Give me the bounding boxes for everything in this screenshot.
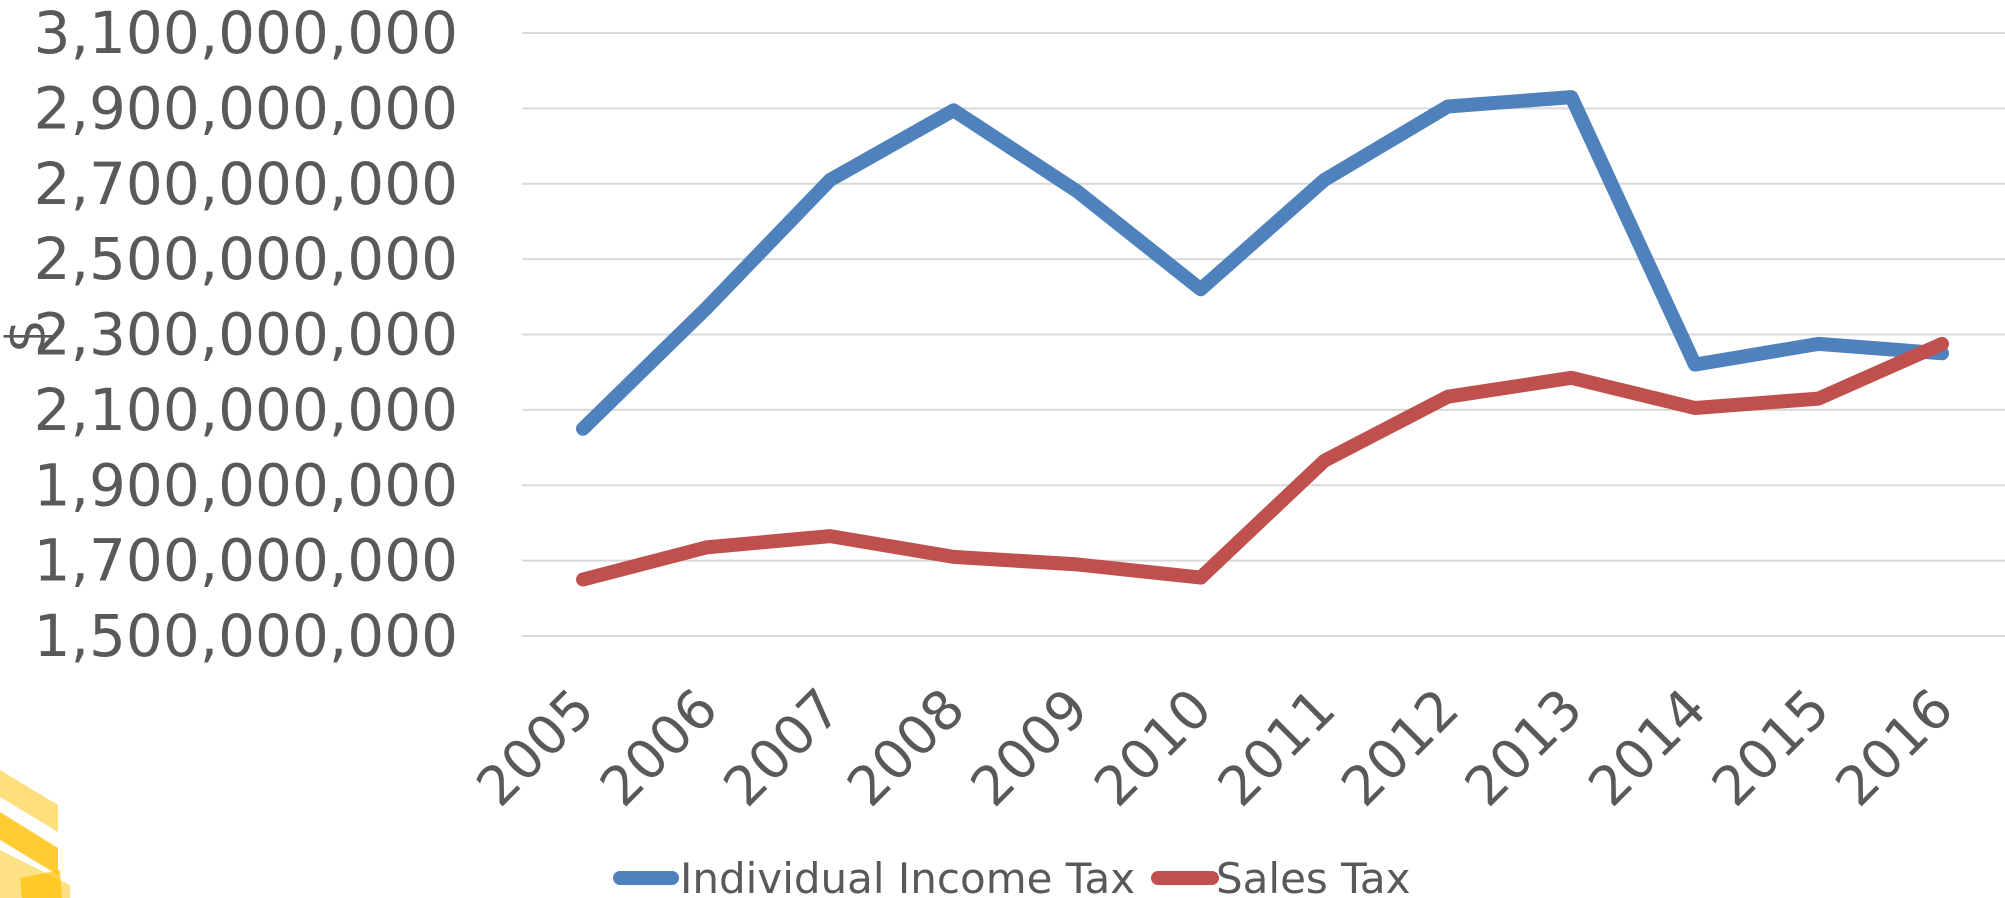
legend: Individual Income Tax Sales Tax <box>613 854 1410 898</box>
legend-label: Sales Tax <box>1216 854 1410 898</box>
x-tick-label: 2016 <box>1823 677 1965 819</box>
x-tick-label: 2007 <box>712 677 854 819</box>
y-tick-label: 3,100,000,000 <box>34 0 458 67</box>
y-tick-label: 2,100,000,000 <box>34 376 458 444</box>
x-tick-label: 2012 <box>1329 677 1471 819</box>
decorative-logo <box>0 770 70 898</box>
y-tick-label: 2,500,000,000 <box>34 225 458 293</box>
y-tick-label: 2,700,000,000 <box>34 150 458 218</box>
x-tick-label: 2009 <box>959 677 1101 819</box>
x-tick-label: 2013 <box>1453 677 1595 819</box>
x-tick-label: 2015 <box>1700 677 1842 819</box>
x-tick-label: 2006 <box>588 677 730 819</box>
y-tick-label: 1,700,000,000 <box>34 527 458 595</box>
x-tick-label: 2010 <box>1082 677 1224 819</box>
series-line-individual-income-tax <box>576 90 1949 436</box>
series-line-sales-tax <box>576 336 1949 587</box>
series-lines <box>576 90 1949 587</box>
x-tick-label: 2014 <box>1576 677 1718 819</box>
x-axis-ticks: 2005200620072008200920102011201220132014… <box>464 677 1965 819</box>
x-tick-label: 2011 <box>1206 677 1348 819</box>
x-tick-label: 2008 <box>835 677 977 819</box>
y-tick-label: 2,300,000,000 <box>34 301 458 369</box>
gridlines <box>522 32 2005 637</box>
y-axis-label: $ <box>0 319 58 353</box>
y-axis-ticks: 1,500,000,000 1,700,000,000 1,900,000,000 2… <box>34 0 458 670</box>
y-tick-label: 1,900,000,000 <box>34 451 458 519</box>
y-tick-label: 2,900,000,000 <box>34 74 458 142</box>
y-tick-label: 1,500,000,000 <box>34 602 458 670</box>
legend-label: Individual Income Tax <box>680 854 1135 898</box>
x-tick-label: 2005 <box>464 677 606 819</box>
